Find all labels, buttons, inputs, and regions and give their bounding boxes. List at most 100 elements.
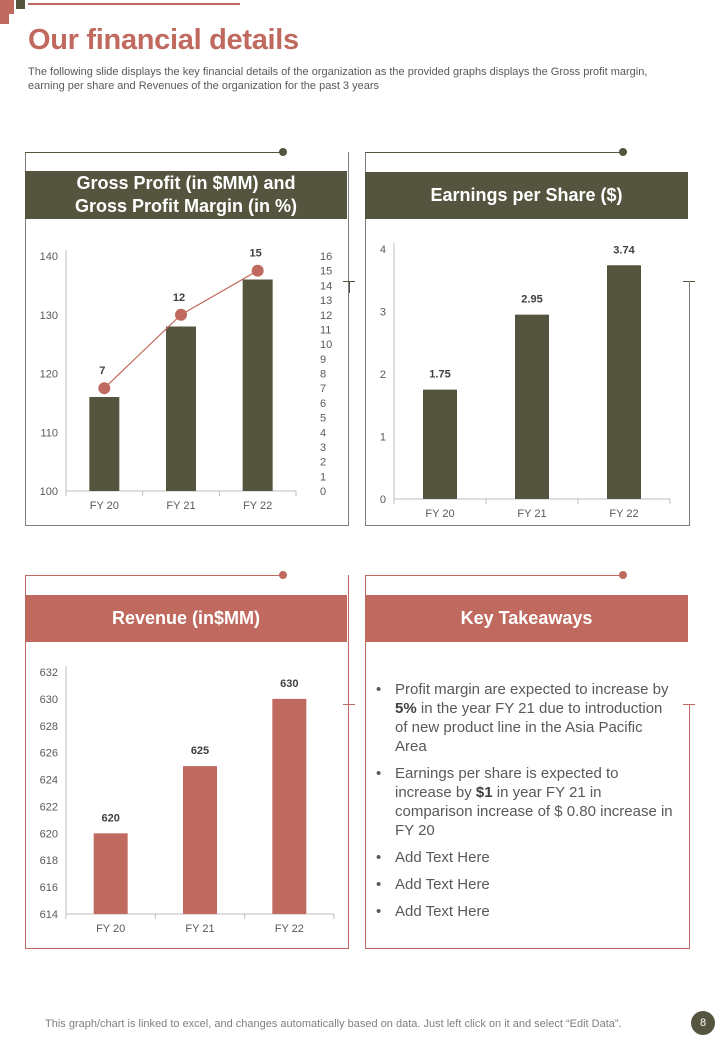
y2-tick-label: 1 xyxy=(320,471,326,483)
corner-decoration xyxy=(0,0,14,14)
takeaway-highlight: 5% xyxy=(395,700,417,717)
panel-top-line xyxy=(365,575,623,576)
y-tick-label: 624 xyxy=(40,775,58,787)
page-number: 8 xyxy=(691,1011,715,1035)
y-tick-label: 630 xyxy=(40,694,58,706)
bullet-icon: • xyxy=(376,765,382,782)
x-tick-label: FY 22 xyxy=(243,500,272,512)
y-tick-label: 120 xyxy=(40,369,58,381)
x-tick-label: FY 20 xyxy=(425,508,454,520)
page-title: Our financial details xyxy=(28,24,299,56)
x-tick-label: FY 21 xyxy=(166,500,195,512)
x-tick-label: FY 22 xyxy=(275,923,304,935)
takeaway-item: • Add Text Here xyxy=(376,875,676,894)
bullet-icon: • xyxy=(376,876,382,893)
bar xyxy=(183,766,217,914)
y2-tick-label: 0 xyxy=(320,486,326,498)
takeaway-item: • Earnings per share is expected to incre… xyxy=(376,764,676,840)
x-tick-label: FY 20 xyxy=(90,500,119,512)
y2-tick-label: 16 xyxy=(320,251,332,263)
bullet-icon: • xyxy=(376,903,382,920)
bar xyxy=(515,314,549,499)
bar xyxy=(272,698,307,914)
margin-label: 15 xyxy=(250,248,262,260)
bar xyxy=(607,265,641,499)
y-tick-label: 614 xyxy=(40,909,58,921)
takeaway-item: • Add Text Here xyxy=(376,902,676,921)
panel-right-border xyxy=(689,281,690,526)
panel-frame xyxy=(25,152,349,526)
bullet-icon: • xyxy=(376,849,382,866)
panel-dot xyxy=(619,571,627,579)
takeaways-title: Key Takeaways xyxy=(460,608,593,628)
page-subtitle: The following slide displays the key fin… xyxy=(28,66,648,92)
bar xyxy=(166,326,196,491)
y-tick-label: 628 xyxy=(40,721,58,733)
panel-dot xyxy=(279,148,287,156)
gross-profit-header: Gross Profit (in $MM) and Gross Profit M… xyxy=(25,171,347,219)
bullet-icon: • xyxy=(376,681,382,698)
y-tick-label: 130 xyxy=(40,310,58,322)
y-tick-label: 626 xyxy=(40,748,58,760)
takeaway-text: in the year FY 21 due to introduction of… xyxy=(395,700,663,755)
y2-tick-label: 7 xyxy=(320,383,326,395)
panel-frame xyxy=(25,575,349,949)
takeaway-text: Add Text Here xyxy=(395,876,490,893)
y-tick-label: 1 xyxy=(380,432,386,444)
y2-tick-label: 3 xyxy=(320,442,326,454)
data-label: 1.75 xyxy=(429,369,450,381)
y-tick-label: 0 xyxy=(380,494,386,506)
y2-tick-label: 10 xyxy=(320,339,332,351)
eps-title: Earnings per Share ($) xyxy=(430,185,623,205)
y-tick-label: 4 xyxy=(380,244,386,256)
gross-profit-title-line1: Gross Profit (in $MM) and xyxy=(76,173,296,193)
y2-tick-label: 15 xyxy=(320,266,332,278)
data-label: 2.95 xyxy=(521,294,542,306)
side-tick xyxy=(343,704,355,705)
y2-tick-label: 4 xyxy=(320,427,326,439)
takeaway-text: Add Text Here xyxy=(395,903,490,920)
y2-tick-label: 12 xyxy=(320,310,332,322)
y-tick-label: 2 xyxy=(380,369,386,381)
y2-tick-label: 6 xyxy=(320,398,326,410)
y2-tick-label: 9 xyxy=(320,354,326,366)
panel-dot xyxy=(619,148,627,156)
y2-tick-label: 11 xyxy=(320,324,331,336)
takeaway-text: in year FY 21 in comparison increase of … xyxy=(395,784,673,839)
y-tick-label: 620 xyxy=(40,828,58,840)
corner-decoration xyxy=(0,14,9,24)
y2-tick-label: 13 xyxy=(320,295,332,307)
revenue-header: Revenue (in$MM) xyxy=(25,595,347,642)
eps-header: Earnings per Share ($) xyxy=(365,172,688,219)
data-label: 630 xyxy=(280,678,298,690)
takeaways-list: • Profit margin are expected to increase … xyxy=(376,680,676,929)
y-tick-label: 100 xyxy=(40,486,58,498)
y2-tick-label: 5 xyxy=(320,413,326,425)
y-tick-label: 618 xyxy=(40,855,58,867)
gross-profit-title-line2: Gross Profit Margin (in %) xyxy=(74,196,297,216)
panel-top-line xyxy=(25,152,283,153)
y2-tick-label: 14 xyxy=(320,280,332,292)
panel-top-line xyxy=(25,575,283,576)
y-tick-label: 3 xyxy=(380,307,386,319)
takeaway-text: Add Text Here xyxy=(395,849,490,866)
bar xyxy=(242,279,273,491)
x-tick-label: FY 20 xyxy=(96,923,125,935)
data-label: 3.74 xyxy=(613,244,635,256)
margin-label: 12 xyxy=(173,292,185,304)
takeaways-header: Key Takeaways xyxy=(365,595,688,642)
x-tick-label: FY 22 xyxy=(609,508,638,520)
footer-note: This graph/chart is linked to excel, and… xyxy=(45,1018,622,1030)
y-tick-label: 110 xyxy=(40,427,58,439)
takeaway-item: • Profit margin are expected to increase … xyxy=(376,680,676,756)
y-tick-label: 616 xyxy=(40,882,58,894)
panel-frame xyxy=(365,152,689,526)
x-tick-label: FY 21 xyxy=(517,508,546,520)
x-tick-label: FY 21 xyxy=(185,923,214,935)
margin-label: 7 xyxy=(99,365,105,377)
y2-tick-label: 8 xyxy=(320,369,326,381)
bar xyxy=(89,397,120,491)
panel-top-line xyxy=(365,152,623,153)
